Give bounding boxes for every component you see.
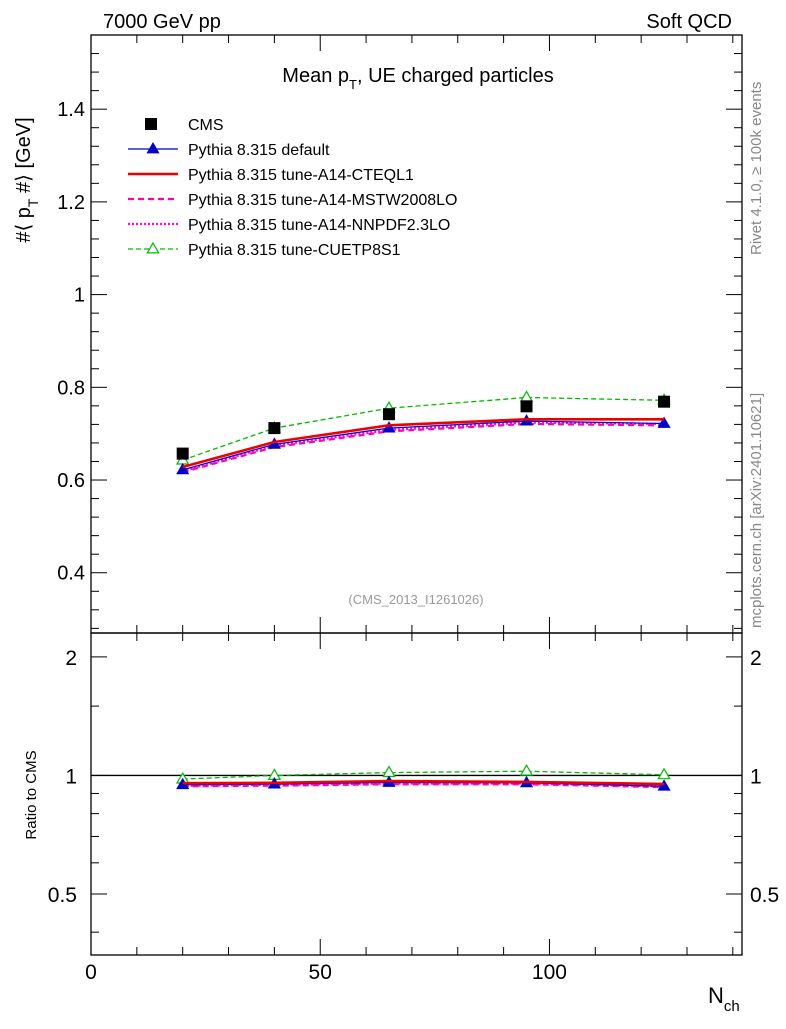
main-series-group (175, 390, 671, 475)
ratio-panel-frame (90, 632, 743, 956)
ratio-series-group (91, 764, 742, 791)
legend-marker-cuetp8s1 (146, 241, 160, 254)
ratio-line-cteql1 (182, 779, 665, 786)
x-tick-label: 0 (85, 961, 97, 984)
x-axis-ticks: 0 50 100 (85, 35, 734, 984)
ratio-point-cuetp8s1 (382, 765, 396, 778)
legend-label: Pythia 8.315 tune-A14-MSTW2008LO (188, 192, 457, 209)
main-y-tick-label: 1 (74, 285, 85, 307)
main-y-tick-label: 1.2 (57, 192, 85, 214)
legend-entry-cteql1: Pythia 8.315 tune-A14-CTEQL1 (128, 167, 414, 184)
series-point-default (382, 421, 396, 433)
legend-entry-cms: CMS (145, 117, 224, 134)
legend-swatch-cms (145, 118, 157, 130)
legend-entry-mstw: Pythia 8.315 tune-A14-MSTW2008LO (128, 192, 457, 209)
legend-entry-default: Pythia 8.315 default (128, 141, 330, 159)
ratio-y-tick-label-right: 0.5 (750, 884, 779, 907)
main-axis-ticks: 0.4 0.6 0.8 1 1.2 1.4 (57, 34, 742, 629)
legend-marker-default (146, 141, 160, 154)
cms-data-point (268, 422, 281, 435)
legend-entry-nnpdf: Pythia 8.315 tune-A14-NNPDF2.3LO (128, 217, 450, 234)
analysis-label: (CMS_2013_I1261026) (348, 592, 483, 607)
chart-title: Mean pT, UE charged particles (282, 65, 553, 92)
ratio-y-tick-label: 0.5 (48, 884, 77, 907)
x-tick-label: 50 (309, 961, 332, 984)
legend-label: Pythia 8.315 tune-A14-CTEQL1 (188, 167, 414, 184)
series-line-cteql1 (182, 417, 665, 469)
cms-data-point (520, 400, 533, 413)
series-point-default (657, 416, 671, 428)
ratio-y-tick-label-right: 2 (750, 647, 762, 670)
series-line-cuetp8s1 (182, 396, 665, 461)
x-axis-label: Nch (708, 983, 740, 1015)
legend-label: CMS (188, 117, 224, 134)
series-point-cuetp8s1 (519, 390, 534, 403)
legend-label: Pythia 8.315 tune-A14-NNPDF2.3LO (188, 217, 450, 234)
legend: CMS Pythia 8.315 default Pythia 8.315 tune… (128, 117, 457, 259)
main-y-axis-label: #⟨ pT #⟩ [GeV] (13, 117, 41, 242)
energy-label: 7000 GeV pp (103, 11, 221, 33)
mcplots-label: mcplots.cern.ch [arXiv:2401.10621] (748, 393, 765, 628)
cms-data-point (176, 447, 189, 460)
cms-data-point (658, 395, 671, 408)
ratio-point-cuetp8s1 (657, 767, 671, 780)
legend-label: Pythia 8.315 default (188, 142, 330, 159)
main-y-tick-label: 0.6 (57, 470, 85, 492)
legend-entry-cuetp8s1: Pythia 8.315 tune-CUETP8S1 (128, 241, 401, 259)
x-tick-label: 100 (532, 961, 567, 984)
ratio-point-cuetp8s1 (519, 764, 534, 776)
main-y-tick-label: 1.4 (57, 99, 85, 121)
series-point-default (176, 462, 190, 475)
main-y-tick-label: 0.4 (57, 563, 85, 585)
ratio-y-tick-label-right: 1 (750, 765, 762, 788)
cms-data-point (382, 408, 395, 421)
main-y-tick-label: 0.8 (57, 377, 85, 399)
ratio-y-tick-label: 1 (65, 765, 77, 788)
legend-label: Pythia 8.315 tune-CUETP8S1 (188, 242, 401, 259)
process-label: Soft QCD (646, 11, 732, 33)
rivet-label: Rivet 4.1.0, ≥ 100k events (748, 82, 765, 255)
ratio-y-axis-label: Ratio to CMS (23, 750, 40, 839)
ratio-y-tick-label: 2 (65, 647, 77, 670)
